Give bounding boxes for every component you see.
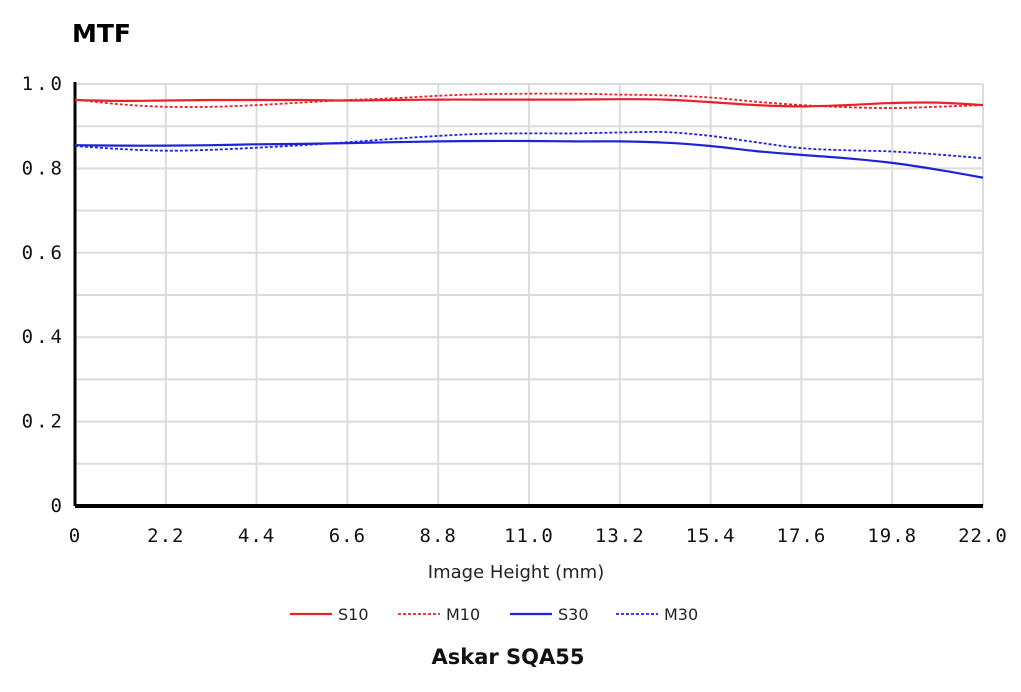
y-tick-label: 0 (51, 495, 65, 517)
x-tick-label: 6.6 (329, 525, 366, 547)
x-tick-label: 22.0 (958, 525, 1008, 547)
chart-title: MTF (72, 19, 131, 48)
x-tick-label: 19.8 (867, 525, 917, 547)
legend: S10 M10 S30 M30 (290, 605, 698, 624)
x-axis-label: Image Height (mm) (428, 562, 604, 583)
series-line-s10 (74, 98, 984, 108)
x-tick-label: 0 (69, 525, 81, 547)
legend-label-s10: S10 (338, 605, 369, 624)
chart-subtitle: Askar SQA55 (431, 645, 584, 669)
y-tick-label: 0.2 (22, 411, 65, 433)
legend-label-m30: M30 (664, 605, 698, 624)
series-lines (74, 92, 984, 179)
legend-label-m10: M10 (446, 605, 480, 624)
x-tick-label: 11.0 (504, 525, 554, 547)
y-tick-label: 0.4 (22, 326, 65, 348)
grid (74, 83, 984, 506)
x-tick-label: 8.8 (420, 525, 457, 547)
tick-labels: 0 0.2 0.4 0.6 0.8 1.0 0 2.2 4.4 6.6 8.8 11.0 13.2 15.… (22, 73, 1008, 547)
axes (73, 82, 983, 508)
x-tick-label: 4.4 (238, 525, 275, 547)
x-tick-label: 13.2 (595, 525, 645, 547)
legend-label-s30: S30 (558, 605, 589, 624)
x-tick-label: 2.2 (147, 525, 184, 547)
x-tick-label: 15.4 (686, 525, 736, 547)
x-tick-label: 17.6 (777, 525, 827, 547)
series-line-s30 (74, 139, 984, 179)
series-line-m30 (74, 130, 984, 160)
y-tick-label: 0.6 (22, 242, 65, 264)
y-tick-label: 0.8 (22, 157, 65, 179)
y-tick-label: 1.0 (22, 73, 65, 95)
